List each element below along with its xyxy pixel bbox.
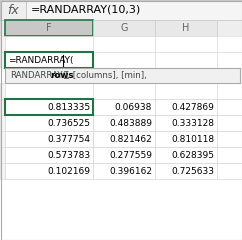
Bar xyxy=(0,0,26,20)
Text: 0.628395: 0.628395 xyxy=(171,150,214,160)
Bar xyxy=(93,99,155,115)
Bar xyxy=(155,83,217,99)
Bar xyxy=(0,147,242,163)
Text: 0.810118: 0.810118 xyxy=(171,134,214,144)
Bar xyxy=(93,147,155,163)
Bar xyxy=(5,20,93,36)
Text: RANDARRAY([: RANDARRAY([ xyxy=(10,71,69,80)
Bar xyxy=(0,52,5,68)
Bar xyxy=(217,115,242,131)
Bar xyxy=(217,20,242,36)
Bar xyxy=(0,99,5,115)
Bar xyxy=(0,147,5,163)
Bar xyxy=(0,36,242,52)
Text: 0.813335: 0.813335 xyxy=(47,102,90,112)
Bar xyxy=(0,163,242,179)
Bar xyxy=(93,36,155,52)
Bar xyxy=(93,52,155,68)
Bar xyxy=(5,147,93,163)
Bar xyxy=(5,36,93,52)
Text: F: F xyxy=(46,23,52,33)
Bar xyxy=(217,99,242,115)
Bar xyxy=(0,20,5,36)
Bar xyxy=(5,99,93,115)
Text: 0.277559: 0.277559 xyxy=(109,150,152,160)
Text: =RANDARRAY(10,3): =RANDARRAY(10,3) xyxy=(31,5,141,15)
Text: 0.736525: 0.736525 xyxy=(47,119,90,127)
Bar xyxy=(93,83,155,99)
Text: 0.396162: 0.396162 xyxy=(109,167,152,175)
Text: fx: fx xyxy=(7,4,19,17)
Text: ], [columns], [min],: ], [columns], [min], xyxy=(64,71,147,80)
Bar xyxy=(0,115,242,131)
Text: G: G xyxy=(120,23,128,33)
Text: 0.483889: 0.483889 xyxy=(109,119,152,127)
Bar xyxy=(217,163,242,179)
Text: 0.377754: 0.377754 xyxy=(47,134,90,144)
Bar xyxy=(93,131,155,147)
Bar xyxy=(0,163,5,179)
Bar xyxy=(155,147,217,163)
Text: H: H xyxy=(182,23,190,33)
Text: 0.573783: 0.573783 xyxy=(47,150,90,160)
Bar xyxy=(0,115,5,131)
Text: 0.102169: 0.102169 xyxy=(47,167,90,175)
Bar xyxy=(0,83,242,99)
Bar xyxy=(155,99,217,115)
Text: 0.333128: 0.333128 xyxy=(171,119,214,127)
Bar xyxy=(0,131,242,147)
Bar xyxy=(155,20,217,36)
Bar xyxy=(0,0,242,20)
Bar xyxy=(0,52,242,68)
Bar xyxy=(155,163,217,179)
Bar xyxy=(217,83,242,99)
Bar xyxy=(155,115,217,131)
Text: 0.427869: 0.427869 xyxy=(171,102,214,112)
Bar xyxy=(217,52,242,68)
Bar xyxy=(0,131,5,147)
Bar xyxy=(5,163,93,179)
Bar xyxy=(0,99,242,115)
Text: =RANDARRAY(: =RANDARRAY( xyxy=(8,55,74,65)
Bar xyxy=(217,147,242,163)
Text: rows: rows xyxy=(50,71,74,80)
Bar xyxy=(5,83,93,99)
Bar xyxy=(5,68,240,83)
Bar xyxy=(93,163,155,179)
Bar xyxy=(155,52,217,68)
Bar xyxy=(0,83,5,99)
Bar xyxy=(217,36,242,52)
Bar xyxy=(0,36,5,52)
Bar xyxy=(5,52,93,68)
Text: 0.725633: 0.725633 xyxy=(171,167,214,175)
Text: 0.821462: 0.821462 xyxy=(109,134,152,144)
Text: 0.06938: 0.06938 xyxy=(115,102,152,112)
Bar xyxy=(93,115,155,131)
Bar xyxy=(5,131,93,147)
Bar xyxy=(155,131,217,147)
Bar xyxy=(217,131,242,147)
Bar xyxy=(93,20,155,36)
Bar xyxy=(5,115,93,131)
Bar xyxy=(155,36,217,52)
